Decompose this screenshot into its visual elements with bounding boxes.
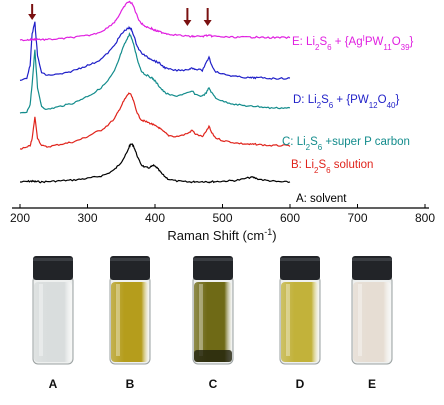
x-tick-label: 600 [280, 211, 300, 225]
series-label-b: B: Li2S6 solution [291, 159, 373, 175]
series-line-d [19, 21, 291, 81]
series-line-c [19, 32, 291, 114]
vial-label: A [49, 377, 58, 391]
vial-liquid [34, 282, 72, 362]
vial-cap [280, 256, 320, 280]
vial-label: D [296, 377, 305, 391]
raman-traces [19, 0, 291, 184]
peak-arrow [28, 4, 37, 20]
vial-d: D [279, 256, 321, 391]
series-line-a [20, 143, 291, 184]
x-axis-label: Raman Shift (cm-1) [167, 227, 276, 243]
x-axis: 200 300 400 500 600 700 800 [10, 204, 435, 225]
vial-label: E [368, 377, 376, 391]
x-tick-label: 300 [77, 211, 97, 225]
vial-cap [33, 256, 73, 280]
vial-label: C [209, 377, 218, 391]
series-label-e: E: Li2S6 + {AgIPW11O39} [292, 34, 414, 52]
vial-cap [110, 256, 150, 280]
vial-cap [193, 256, 233, 280]
vial-c: C [192, 256, 234, 391]
series-labels: A: solvent B: Li2S6 solution C: Li2S6 +sup… [282, 34, 414, 206]
vial-liquid [194, 282, 232, 362]
vial-liquid [111, 282, 149, 362]
vial-b: B [109, 256, 151, 391]
peak-arrow [183, 8, 192, 26]
vial-label: B [126, 377, 135, 391]
series-line-e [19, 0, 291, 42]
peak-arrow [203, 8, 212, 26]
vial-cap [352, 256, 392, 280]
peak-arrows [28, 4, 212, 26]
series-label-d: D: Li2S6 + {PW12O40} [293, 94, 399, 110]
vial-a: A [32, 256, 74, 391]
vial-liquid [353, 282, 391, 362]
x-tick-label: 700 [347, 211, 367, 225]
vial-e: E [351, 256, 393, 391]
series-label-c: C: Li2S6 +super P carbon [282, 136, 410, 152]
x-tick-label: 800 [415, 211, 435, 225]
vial-sediment [194, 350, 232, 362]
series-label-a: A: solvent [296, 193, 347, 205]
vial-liquid [281, 282, 319, 362]
series-line-b [19, 92, 291, 150]
vial-photos: A B C D E [32, 256, 393, 391]
x-tick-label: 400 [145, 211, 165, 225]
x-tick-label: 200 [10, 211, 30, 225]
x-tick-label: 500 [212, 211, 232, 225]
